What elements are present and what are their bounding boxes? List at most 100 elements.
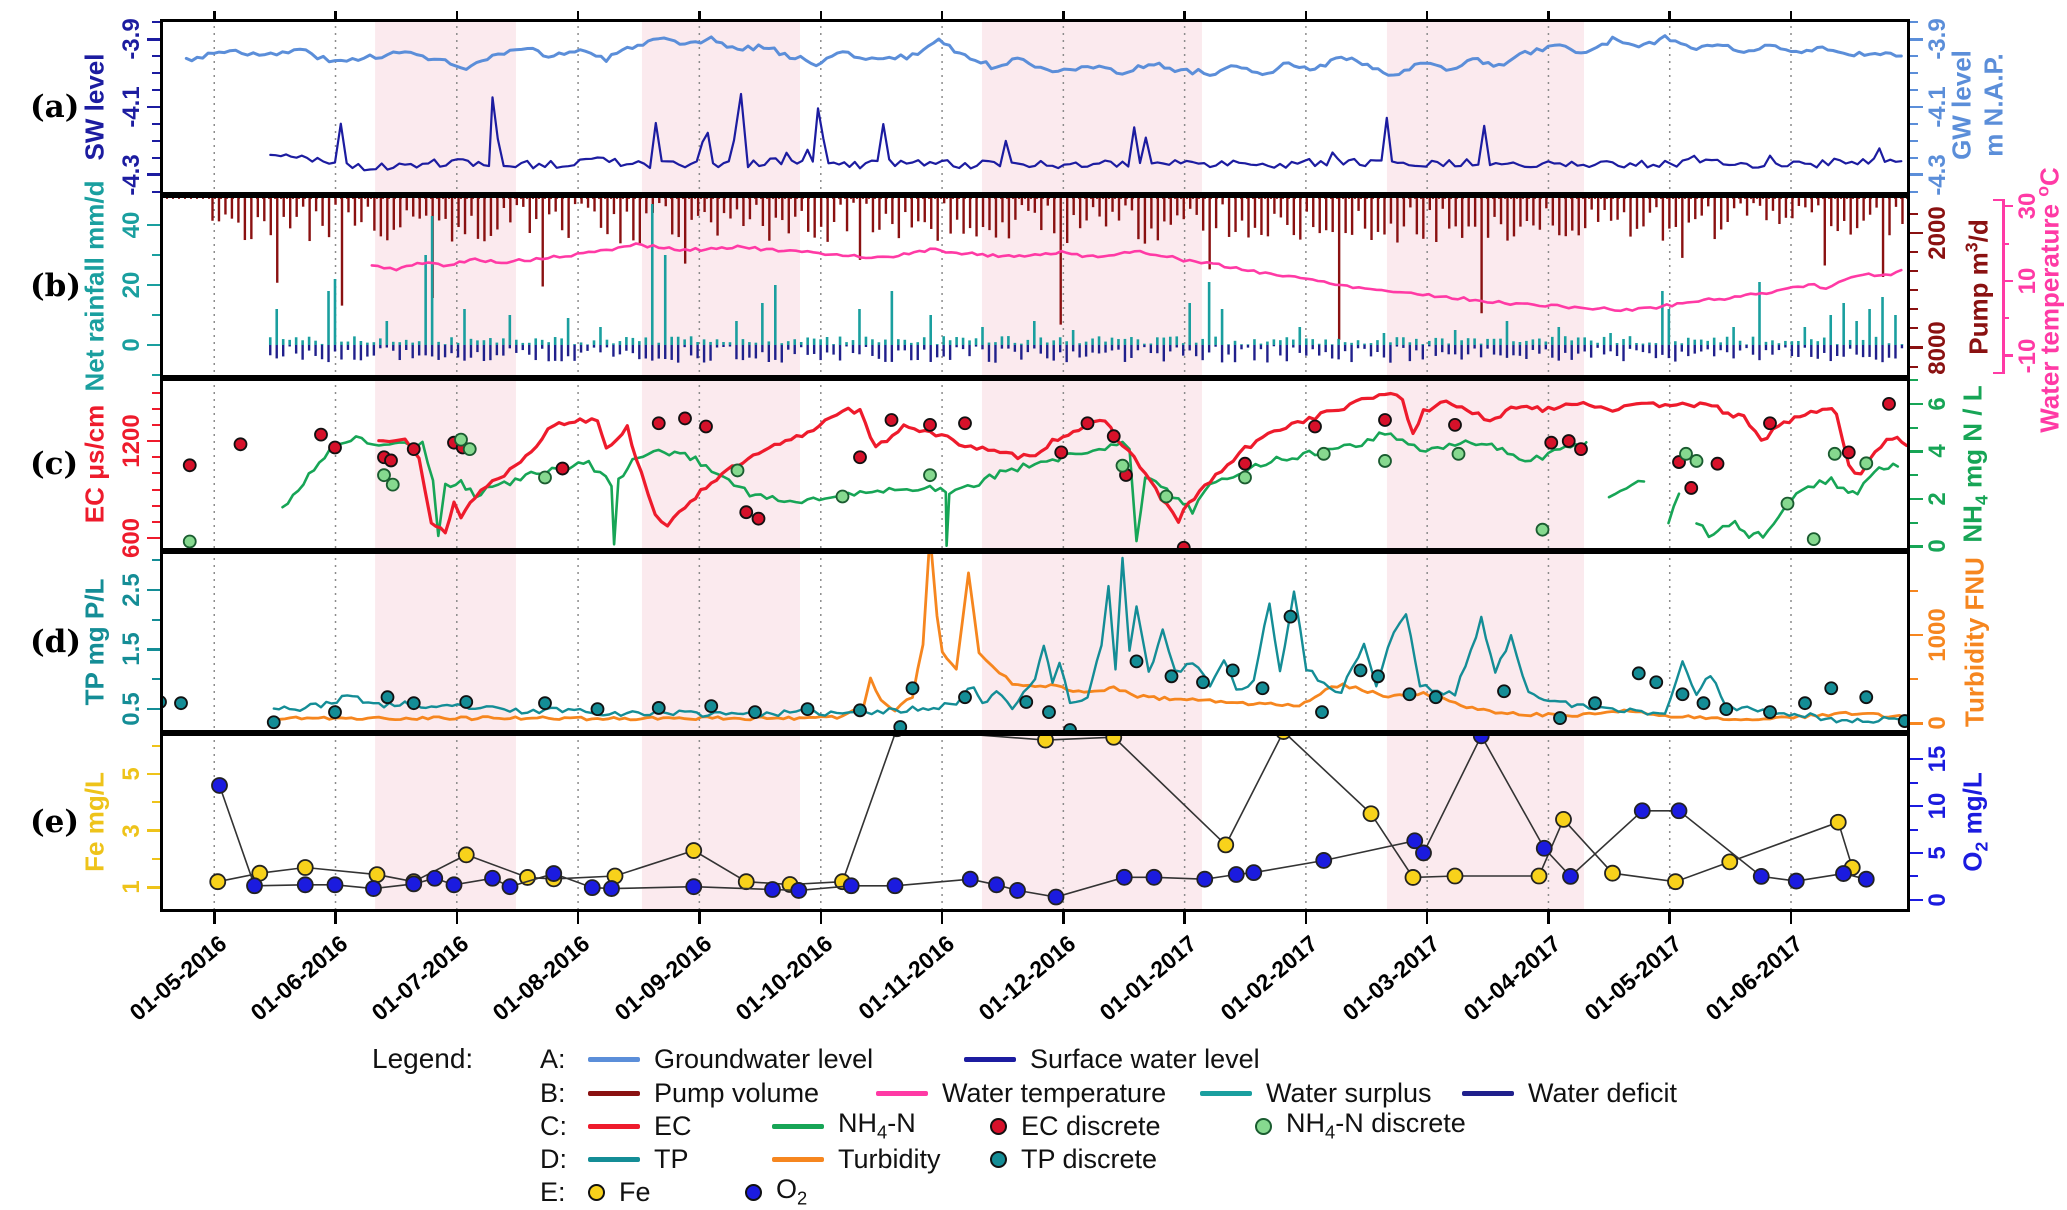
e-right-tick-label: 15 <box>1924 745 1951 773</box>
panel-e-tag: (e) <box>30 804 80 840</box>
d-right-minor-tick <box>1910 678 1918 681</box>
x-major-tick <box>698 912 701 924</box>
panel-b-tag: (b) <box>30 268 82 304</box>
x-top-tick <box>1668 11 1671 19</box>
axis-title-pump: Pump m3/d <box>1962 219 1995 355</box>
temp-title-text: Water temperature <box>2034 196 2065 433</box>
x-top-tick <box>1304 11 1308 19</box>
x-top-tick <box>455 11 459 19</box>
a-left-major-tick <box>147 173 160 176</box>
x-tick-label: 01-09-2016 <box>609 930 717 1026</box>
panel-c-plot <box>160 378 1910 551</box>
a-right-minor-tick <box>1910 55 1918 58</box>
x-tick-label: 01-01-2017 <box>1094 930 1202 1026</box>
tp-discrete <box>160 609 1910 733</box>
x-major-tick <box>576 912 580 924</box>
x-top-tick <box>698 11 701 19</box>
legend-row-c: C: EC NH4-N EC discrete NH4-N discrete <box>540 1108 1466 1143</box>
x-tick-label: 01-04-2017 <box>1458 930 1566 1026</box>
x-major-tick <box>1547 912 1550 924</box>
d-left-minor-tick <box>152 558 160 561</box>
legend-title: Legend: <box>372 1043 474 1074</box>
x-major-tick <box>213 912 216 924</box>
a-right-minor-tick <box>1910 156 1918 159</box>
nh4-label-post: -N <box>887 1108 916 1139</box>
b-left-major-tick <box>147 343 160 347</box>
b-right-minor-tick <box>1910 327 1918 330</box>
e-right-minor-tick <box>1910 875 1918 878</box>
x-major-tick <box>819 912 823 924</box>
o2 <box>211 733 1875 906</box>
d-left-major-tick <box>147 588 160 592</box>
c-right-tick-label: 6 <box>1924 397 1951 411</box>
x-tick-label: 01-02-2017 <box>1215 930 1323 1026</box>
x-tick-label: 01-10-2016 <box>730 930 838 1026</box>
x-top-tick <box>940 11 944 19</box>
c-left-minor-tick <box>152 488 160 491</box>
nh4d-label-sub: 4 <box>1325 1121 1336 1143</box>
legend-label-nh4-discrete: NH4-N discrete <box>1286 1108 1466 1143</box>
b-right-major-tick <box>1910 346 1923 349</box>
x-major-tick <box>1304 912 1308 924</box>
d-left-minor-tick <box>152 618 160 621</box>
x-major-tick <box>455 912 459 924</box>
legend-label-pump: Pump volume <box>654 1077 820 1108</box>
b-right-tick-label: 8000 <box>1924 320 1951 375</box>
e-right-major-tick <box>1910 851 1923 855</box>
panel-b-plot <box>160 195 1910 378</box>
pump-title-sup: 3 <box>1961 242 1982 253</box>
axis-title-fe: Fe mg/L <box>79 772 110 872</box>
b-left-tick-label: 0 <box>118 338 145 352</box>
d-right-tick-label: 0 <box>1924 716 1951 730</box>
panel-c-tag: (c) <box>30 446 79 482</box>
legend-label-groundwater: Groundwater level <box>654 1043 874 1074</box>
temp-tick-label: -10 <box>2014 338 2041 373</box>
x-major-tick <box>1425 912 1429 924</box>
c-left-minor-tick <box>152 520 160 523</box>
a-left-minor-tick <box>152 55 160 58</box>
a-right-tick-label: -4.1 <box>1924 86 1951 128</box>
temperature-line-swatch <box>876 1090 928 1096</box>
water-surplus <box>268 204 1910 345</box>
temp-axis-line <box>2002 198 2005 375</box>
ec <box>377 391 1909 535</box>
c-right-tick-label: 2 <box>1924 492 1951 506</box>
a-left-major-tick <box>147 105 160 109</box>
c-right-minor-tick <box>1910 474 1918 477</box>
c-right-minor-tick <box>1910 521 1918 524</box>
pump-title-text: Pump m <box>1963 252 1994 355</box>
e-left-minor-tick <box>152 858 160 861</box>
x-top-tick <box>819 11 823 19</box>
e-right-tick-label: 5 <box>1924 846 1951 860</box>
x-major-tick <box>1789 912 1793 924</box>
b-left-minor-tick <box>152 314 160 316</box>
x-top-tick <box>1547 11 1550 19</box>
e-left-minor-tick <box>152 801 160 804</box>
temp-axis-cap <box>1993 371 2002 375</box>
a-left-minor-tick <box>152 122 160 125</box>
legend-row-a: A: Groundwater level Surface water level <box>540 1042 1260 1076</box>
x-major-tick <box>940 912 944 924</box>
axis-title-gw-level-line2: m N.A.P. <box>1978 53 2009 157</box>
legend-row-d: D: TP Turbidity TP discrete <box>540 1142 1157 1176</box>
e-right-tick-label: 0 <box>1924 893 1951 907</box>
x-top-tick <box>576 11 580 19</box>
x-tick-label: 01-05-2017 <box>1579 930 1687 1026</box>
surface-water-line-swatch <box>964 1056 1016 1062</box>
axis-title-tp: TP mg P/L <box>79 578 110 706</box>
axis-title-ec: EC μs/cm <box>79 404 110 524</box>
x-tick-label: 01-03-2017 <box>1337 930 1444 1026</box>
d-left-tick-label: 2.5 <box>118 573 145 607</box>
temp-title-unit: C <box>2034 167 2065 186</box>
legend-key-c: C: <box>540 1110 567 1141</box>
nh4d-label-post: -N discrete <box>1335 1108 1466 1139</box>
temp-major-tick <box>2002 354 2013 357</box>
axis-title-nh4: NH4 mg N / L <box>1957 385 1992 542</box>
x-top-tick <box>1789 11 1793 19</box>
legend-label-nh4: NH4-N <box>838 1108 990 1143</box>
c-right-major-tick <box>1910 402 1923 406</box>
fe-dot-swatch <box>588 1183 605 1201</box>
legend-key-a: A: <box>540 1043 566 1074</box>
a-left-tick-label: -3.9 <box>118 18 145 60</box>
b-left-major-tick <box>147 283 160 287</box>
